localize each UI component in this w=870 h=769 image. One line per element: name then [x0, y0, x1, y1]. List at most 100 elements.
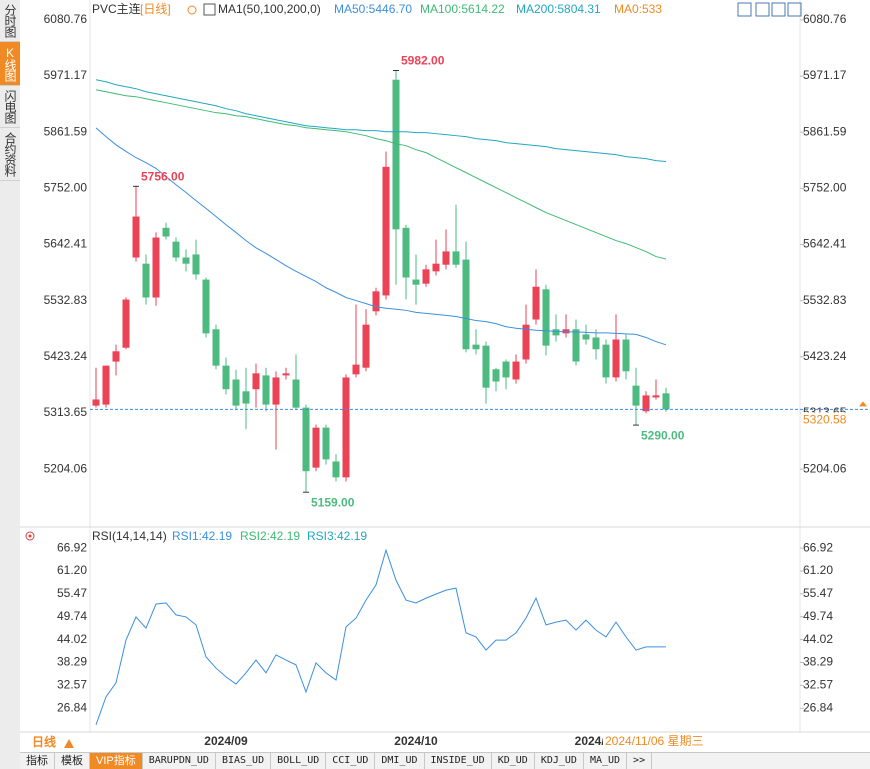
indicator-tabs: 指标 模板 VIP指标 BARUPDN_UD BIAS_UD BOLL_UD CCI_UD D… [20, 752, 870, 769]
candle-body [382, 166, 390, 296]
rsi-line [95, 548, 667, 725]
legend-item: MA0:533 [614, 2, 662, 16]
period-button[interactable]: 日线 [32, 734, 56, 749]
zoom-out-icon[interactable] [755, 2, 770, 17]
prev-icon[interactable] [771, 2, 786, 17]
sidebar-tab[interactable]: 分时图 [0, 0, 20, 42]
candle-body [482, 345, 490, 388]
period-arrow[interactable] [64, 739, 74, 748]
indicator-tab[interactable]: BIAS_UD [216, 753, 272, 769]
zoom-in-icon[interactable] [737, 2, 752, 17]
ma-line [95, 79, 667, 163]
legend-item: RSI1:42.19 [172, 529, 232, 543]
legend-item: MA100:5614.22 [420, 2, 505, 16]
candle-body [242, 391, 250, 404]
y-tick-label-right: 26.84 [803, 700, 833, 714]
sidebar-tab[interactable]: 闪电图 [0, 86, 20, 128]
legend-item: MA1(50,100,200,0) [218, 2, 321, 16]
add-icon[interactable] [187, 5, 197, 15]
candle-body [272, 377, 280, 405]
candle-body [582, 334, 590, 340]
y-tick-label-right: 49.74 [803, 609, 833, 623]
candle-body [212, 329, 220, 366]
indicator-tab[interactable]: MA_UD [584, 753, 628, 769]
y-tick-label-left: 5642.41 [44, 237, 88, 251]
y-tick-label-left: 6080.76 [44, 12, 88, 26]
indicator-tab[interactable]: 指标 [20, 753, 55, 769]
y-tick-label-left: 66.92 [57, 540, 87, 554]
candle-body [562, 329, 570, 334]
candle-body [362, 324, 370, 368]
candle-body [592, 337, 600, 350]
extreme-label: 5159.00 [311, 495, 355, 509]
candle-body [152, 237, 160, 298]
indicator-tab[interactable]: INSIDE_UD [425, 753, 492, 769]
extreme-label: 5982.00 [401, 54, 445, 68]
indicator-icon[interactable] [203, 3, 216, 16]
candle-body [182, 257, 190, 264]
y-tick-label-right: 5532.83 [803, 293, 847, 307]
candle-body [422, 269, 430, 284]
indicator-tab[interactable]: DMI_UD [375, 753, 425, 769]
candle-body [302, 407, 310, 472]
candle-body [522, 324, 530, 360]
y-tick-label-right: 32.57 [803, 678, 833, 692]
y-tick-label-left: 32.57 [57, 678, 87, 692]
indicator-tab[interactable]: BARUPDN_UD [143, 753, 216, 769]
candle-body [612, 339, 620, 378]
candle-body [492, 369, 500, 382]
candle-body [202, 279, 210, 334]
indicator-tab[interactable]: KDJ_UD [535, 753, 584, 769]
candle-body [282, 373, 290, 376]
next-icon[interactable] [787, 2, 802, 17]
y-tick-label-right: 5861.59 [803, 124, 847, 138]
y-tick-label-right: 38.29 [803, 655, 833, 669]
rsi-settings-icon[interactable] [25, 531, 35, 541]
y-tick-label-left: 5423.24 [44, 349, 88, 363]
y-tick-label-left: 49.74 [57, 609, 87, 623]
indicator-tab[interactable]: >> [627, 753, 653, 769]
candle-body [252, 373, 260, 390]
y-tick-label-right: 55.47 [803, 586, 833, 600]
legend-item: MA200:5804.31 [516, 2, 601, 16]
ma-line [95, 127, 667, 346]
y-tick-label-left: 5313.65 [44, 405, 88, 419]
candle-body [332, 461, 340, 478]
last-price-tag-bg [801, 412, 851, 428]
y-tick-label-left: 5861.59 [44, 124, 88, 138]
sidebar-tab[interactable]: 合约资料 [0, 128, 20, 181]
candle-body [432, 263, 440, 272]
indicator-tab[interactable]: BOLL_UD [271, 753, 327, 769]
panel-title: RSI(14,14,14) [92, 529, 167, 543]
candle-body [322, 427, 330, 460]
extreme-label: 5290.00 [641, 428, 685, 442]
y-tick-label-left: 26.84 [57, 700, 87, 714]
indicator-tab[interactable]: CCI_UD [326, 753, 376, 769]
indicator-tab[interactable]: 模板 [55, 753, 90, 769]
candle-body [92, 399, 100, 406]
indicator-tab[interactable]: KD_UD [492, 753, 535, 769]
y-tick-label-right: 6080.76 [803, 12, 847, 26]
indicator-tab[interactable]: VIP指标 [90, 753, 143, 769]
candle-body [662, 393, 670, 410]
y-tick-label-left: 44.02 [57, 632, 87, 646]
candle-body [112, 351, 120, 362]
candle-body [452, 251, 460, 265]
candle-body [192, 254, 200, 275]
candle-body [392, 79, 400, 230]
candle-body [532, 286, 540, 320]
candle-body [402, 227, 410, 278]
y-tick-label-left: 5204.06 [44, 461, 88, 475]
candle-body [632, 385, 640, 406]
candle-body [142, 263, 150, 298]
sidebar-tab[interactable]: K线图 [0, 42, 20, 86]
y-tick-label-left: 55.47 [57, 586, 87, 600]
y-tick-label-right: 5642.41 [803, 237, 847, 251]
candle-body [642, 395, 650, 412]
y-tick-label-left: 5971.17 [44, 68, 88, 82]
candle-body [552, 329, 560, 336]
candle-body [342, 377, 350, 478]
candle-body [172, 241, 180, 258]
period[interactable]: [日线] [140, 2, 171, 16]
